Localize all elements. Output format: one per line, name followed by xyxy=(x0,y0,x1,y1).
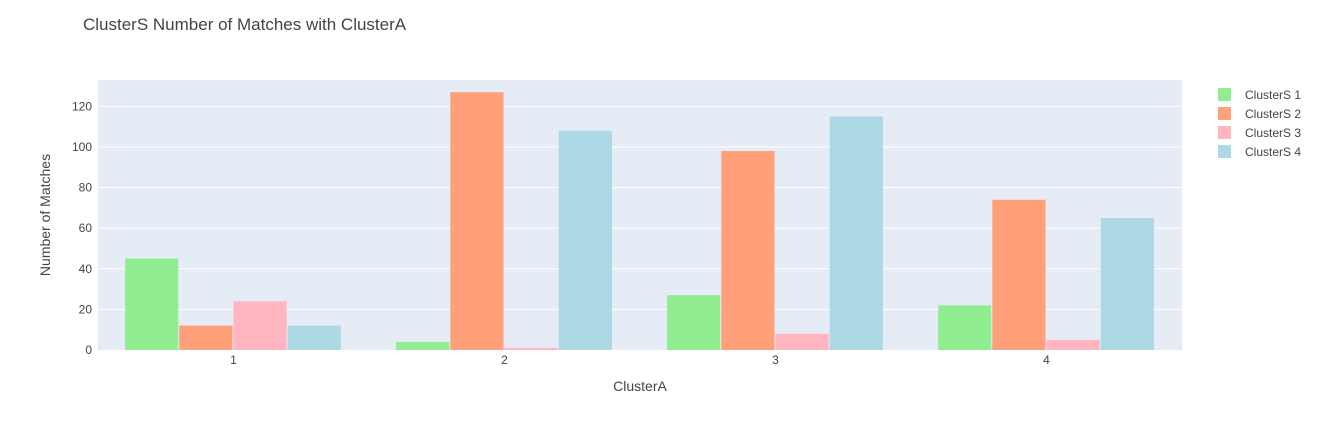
bar[interactable] xyxy=(125,258,179,350)
x-tick-label: 1 xyxy=(230,353,237,367)
bars xyxy=(125,92,1154,350)
bar[interactable] xyxy=(558,130,612,350)
y-tick-label: 100 xyxy=(72,140,92,154)
bar[interactable] xyxy=(287,325,341,350)
bar[interactable] xyxy=(721,151,775,350)
bar[interactable] xyxy=(1046,339,1100,350)
legend-label: ClusterS 4 xyxy=(1245,145,1301,159)
legend-label: ClusterS 1 xyxy=(1245,88,1301,102)
y-tick-label: 60 xyxy=(79,221,93,235)
legend-item[interactable]: ClusterS 4 xyxy=(1218,145,1301,159)
y-axis-title: Number of Matches xyxy=(37,154,53,276)
y-tick-label: 120 xyxy=(72,99,92,113)
legend: ClusterS 1 ClusterS 2 ClusterS 3 ClusterS 4 xyxy=(1218,88,1301,159)
bar[interactable] xyxy=(992,199,1046,350)
legend-swatch xyxy=(1218,145,1231,158)
bar[interactable] xyxy=(233,301,287,350)
bar[interactable] xyxy=(504,347,558,350)
y-tick-label: 20 xyxy=(79,302,93,316)
bar[interactable] xyxy=(396,341,450,350)
y-tick-label: 0 xyxy=(85,343,92,357)
bar[interactable] xyxy=(667,295,721,350)
bar[interactable] xyxy=(179,325,233,350)
bar[interactable] xyxy=(938,305,992,350)
legend-swatch xyxy=(1218,126,1231,139)
y-tick-label: 40 xyxy=(79,262,93,276)
legend-label: ClusterS 2 xyxy=(1245,107,1301,121)
x-tick-label: 4 xyxy=(1043,353,1050,367)
x-tick-label: 3 xyxy=(772,353,779,367)
legend-swatch xyxy=(1218,107,1231,120)
y-tick-label: 80 xyxy=(79,181,93,195)
x-axis-ticks: 1 2 3 4 xyxy=(230,353,1050,367)
bar[interactable] xyxy=(450,92,504,350)
bar[interactable] xyxy=(829,116,883,350)
legend-item[interactable]: ClusterS 2 xyxy=(1218,107,1301,121)
legend-item[interactable]: ClusterS 1 xyxy=(1218,88,1301,102)
y-axis-ticks: 0 20 40 60 80 100 120 xyxy=(72,99,92,357)
legend-swatch xyxy=(1218,88,1231,101)
legend-item[interactable]: ClusterS 3 xyxy=(1218,126,1301,140)
bar[interactable] xyxy=(775,333,829,350)
legend-label: ClusterS 3 xyxy=(1245,126,1301,140)
x-axis-title: ClusterA xyxy=(613,378,667,394)
x-tick-label: 2 xyxy=(501,353,508,367)
chart-title: ClusterS Number of Matches with ClusterA xyxy=(83,15,407,34)
bar[interactable] xyxy=(1100,218,1154,350)
